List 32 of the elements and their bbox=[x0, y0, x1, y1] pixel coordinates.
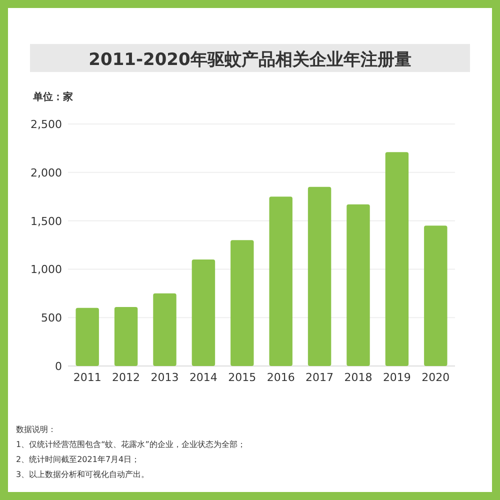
chart-title: 2011-2020年驱蚊产品相关企业年注册量 bbox=[88, 50, 412, 70]
x-tick-label: 2013 bbox=[150, 371, 179, 384]
bar bbox=[153, 293, 176, 366]
x-tick-label: 2020 bbox=[422, 371, 450, 384]
y-axis-title: 单位：家 bbox=[32, 91, 73, 103]
x-tick-label: 2011 bbox=[73, 371, 102, 384]
bar bbox=[269, 196, 292, 366]
x-tick-label: 2015 bbox=[228, 371, 256, 384]
bar bbox=[346, 204, 370, 366]
x-tick-label: 2012 bbox=[112, 371, 140, 384]
x-tick-label: 2019 bbox=[382, 371, 411, 384]
bar bbox=[76, 308, 99, 366]
y-tick-label: 2,000 bbox=[30, 166, 62, 180]
bar bbox=[424, 226, 448, 366]
text: 3、以上数据分析和可视化自动产出。 bbox=[16, 470, 150, 479]
x-tick-label: 2016 bbox=[266, 371, 295, 384]
text: 2、统计时间截至2021年7月4日； bbox=[16, 455, 140, 464]
bar bbox=[230, 240, 254, 366]
x-tick-label: 2017 bbox=[306, 371, 334, 384]
y-tick-label: 2,500 bbox=[30, 118, 62, 131]
text: 数据说明： bbox=[16, 425, 56, 434]
y-tick-label: 1,500 bbox=[30, 214, 62, 228]
bar bbox=[192, 260, 216, 366]
bar bbox=[385, 152, 409, 366]
x-tick-label: 2018 bbox=[344, 371, 372, 384]
y-tick-label: 500 bbox=[41, 312, 62, 325]
bar bbox=[308, 186, 332, 366]
text: 1、仅统计经营范围包含“蚊、花露水”的企业，企业状态为全部； bbox=[16, 440, 246, 449]
bar bbox=[114, 306, 138, 366]
y-tick-label: 1,000 bbox=[30, 263, 62, 276]
y-tick-label: 0 bbox=[55, 360, 62, 373]
x-tick-label: 2014 bbox=[189, 371, 218, 384]
